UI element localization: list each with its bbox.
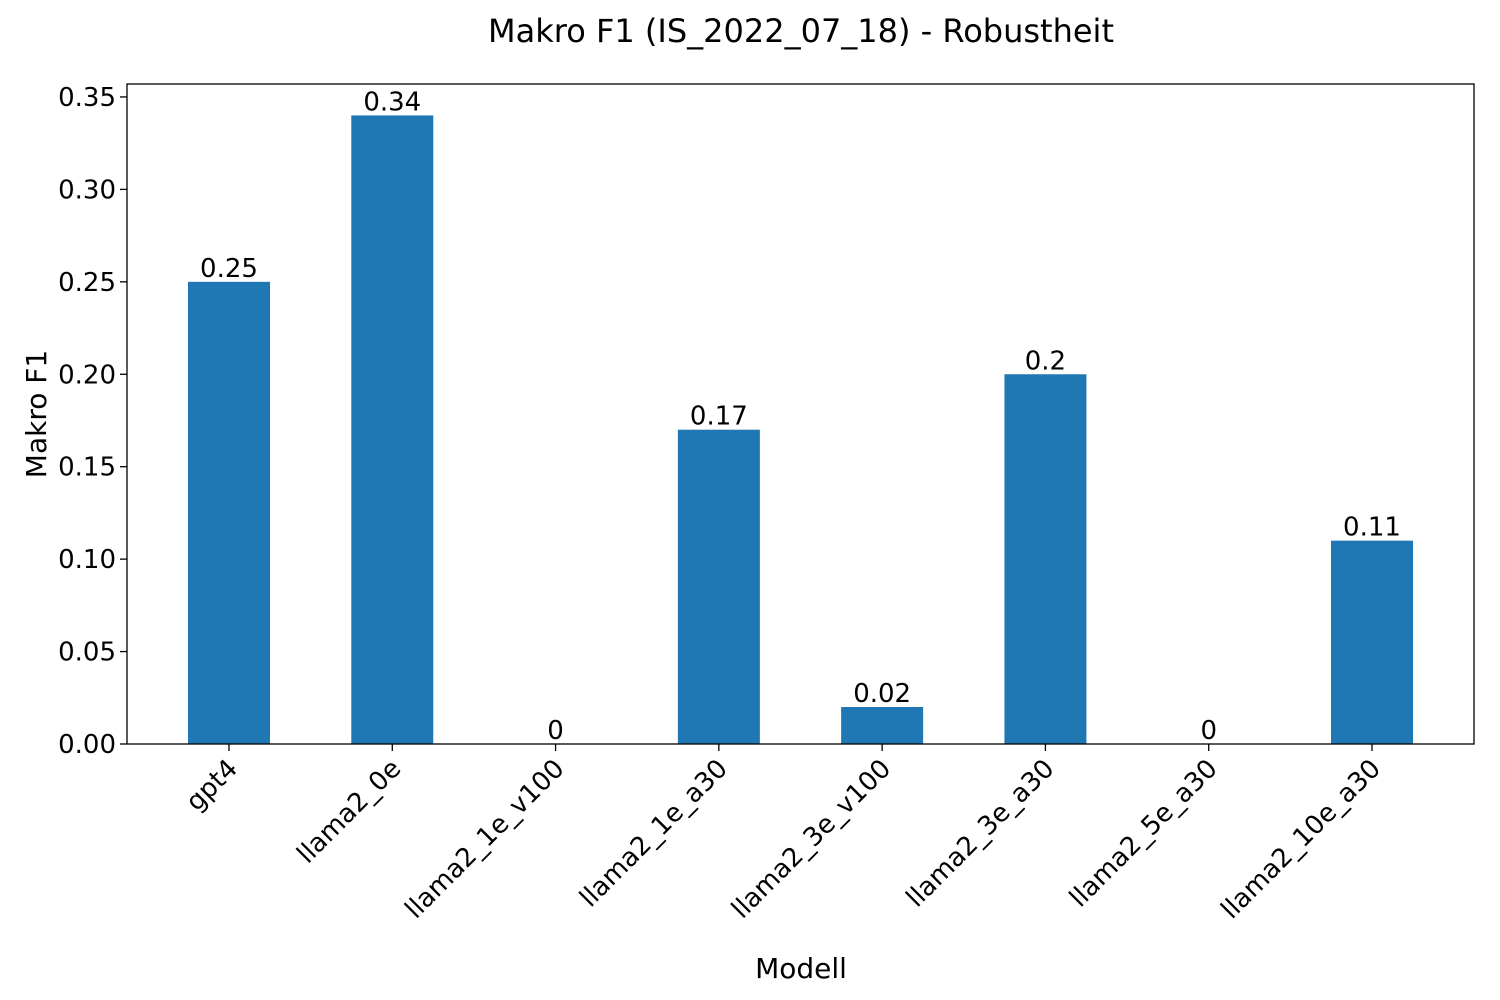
y-tick-label: 0.25 xyxy=(58,268,116,298)
x-tick-label: llama2_10e_a30 xyxy=(1216,754,1387,925)
bar-llama2_0e xyxy=(351,115,434,744)
x-axis-label: Modell xyxy=(755,952,847,985)
x-tick-label: llama2_1e_v100 xyxy=(400,754,571,925)
y-tick-label: 0.15 xyxy=(58,453,116,483)
value-label: 0.2 xyxy=(1025,346,1066,376)
bar-llama2_1e_a30 xyxy=(677,429,760,744)
bar-llama2_3e_a30 xyxy=(1004,374,1087,744)
value-label: 0.17 xyxy=(690,402,748,432)
y-tick-label: 0.35 xyxy=(58,83,116,113)
value-label: 0.25 xyxy=(200,254,258,284)
plot-frame xyxy=(126,83,1475,745)
plot-area: 0.25 0.34 0 0.17 0.02 0.2 0 0.11 xyxy=(188,87,1413,746)
y-tick-label: 0.05 xyxy=(58,638,116,668)
x-tick-label: gpt4 xyxy=(180,754,243,817)
bar-llama2_10e_a30 xyxy=(1331,540,1413,744)
y-tick-label: 0.00 xyxy=(58,730,116,760)
y-tick-label: 0.30 xyxy=(58,175,116,205)
value-label: 0.34 xyxy=(363,87,421,117)
value-label: 0 xyxy=(547,716,564,746)
chart-title: Makro F1 (IS_2022_07_18) - Robustheit xyxy=(488,12,1114,50)
x-tick-label: llama2_0e xyxy=(291,754,407,870)
bar-llama2_3e_v100 xyxy=(841,707,924,744)
y-axis-label: Makro F1 xyxy=(20,350,53,478)
bar-gpt4 xyxy=(188,281,270,744)
value-label: 0 xyxy=(1200,716,1217,746)
value-label: 0.11 xyxy=(1343,513,1401,543)
value-label: 0.02 xyxy=(853,679,911,709)
x-tick-label: llama2_3e_v100 xyxy=(726,754,897,925)
y-tick-label: 0.10 xyxy=(58,545,116,575)
x-tick-label: llama2_1e_a30 xyxy=(574,754,734,914)
x-tick-label: llama2_3e_a30 xyxy=(901,754,1061,914)
x-tick-label: llama2_5e_a30 xyxy=(1064,754,1224,914)
y-tick-label: 0.20 xyxy=(58,360,116,390)
